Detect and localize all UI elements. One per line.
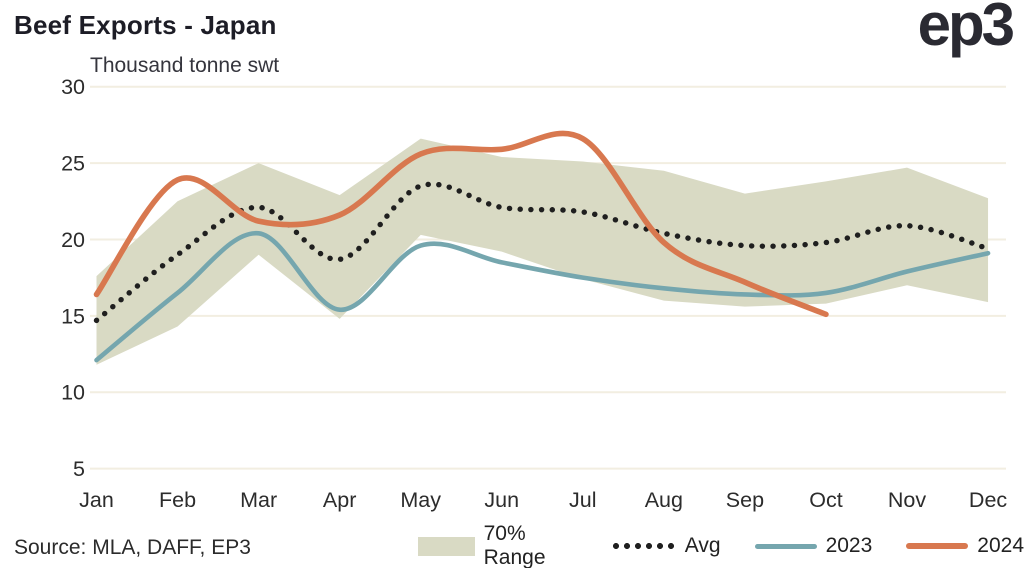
x-tick-label: Jan [79,488,114,512]
y-axis-unit-label: Thousand tonne swt [90,54,280,77]
chart-title: Beef Exports - Japan [14,10,277,40]
chart-legend: 70% Range Avg 2023 2024 [418,522,1024,568]
x-tick-label: Oct [809,488,842,512]
line-2024-swatch [906,543,969,549]
x-tick-label: Apr [323,488,356,512]
x-tick-label: Dec [969,488,1007,512]
x-tick-label: Aug [645,488,683,512]
legend-item-range: 70% Range [418,522,578,568]
legend-item-2024: 2024 [906,534,1024,558]
avg-line [93,181,991,324]
line-2023-swatch [754,543,817,549]
legend-item-2023: 2023 [754,534,873,558]
legend-item-avg: Avg [611,534,721,558]
x-tick-label: Jul [569,488,596,512]
y-tick-label: 25 [61,152,85,176]
y-tick-label: 20 [61,228,85,252]
line-2023 [94,231,991,363]
source-note: Source: MLA, DAFF, EP3 [14,536,251,559]
y-tick-label: 10 [61,381,85,405]
x-tick-label: Nov [888,488,926,512]
x-tick-label: Feb [159,488,196,512]
legend-2023-label: 2023 [825,534,873,557]
legend-avg-label: Avg [684,534,721,557]
ep3-logo: ep3 [917,0,1015,58]
legend-2024-label: 2024 [977,534,1024,557]
range-band-swatch [418,536,475,556]
y-tick-label: 30 [61,75,85,99]
legend-range-label: 70% Range [483,522,546,568]
line-2024 [93,130,829,318]
x-tick-label: Jun [484,488,519,512]
x-tick-label: Mar [240,488,277,512]
y-tick-label: 5 [73,457,85,481]
x-tick-label: May [400,488,441,512]
x-tick-label: Sep [726,488,764,512]
range-band [96,138,989,365]
avg-dotted-line-swatch [611,542,676,550]
y-tick-label: 15 [61,304,85,328]
